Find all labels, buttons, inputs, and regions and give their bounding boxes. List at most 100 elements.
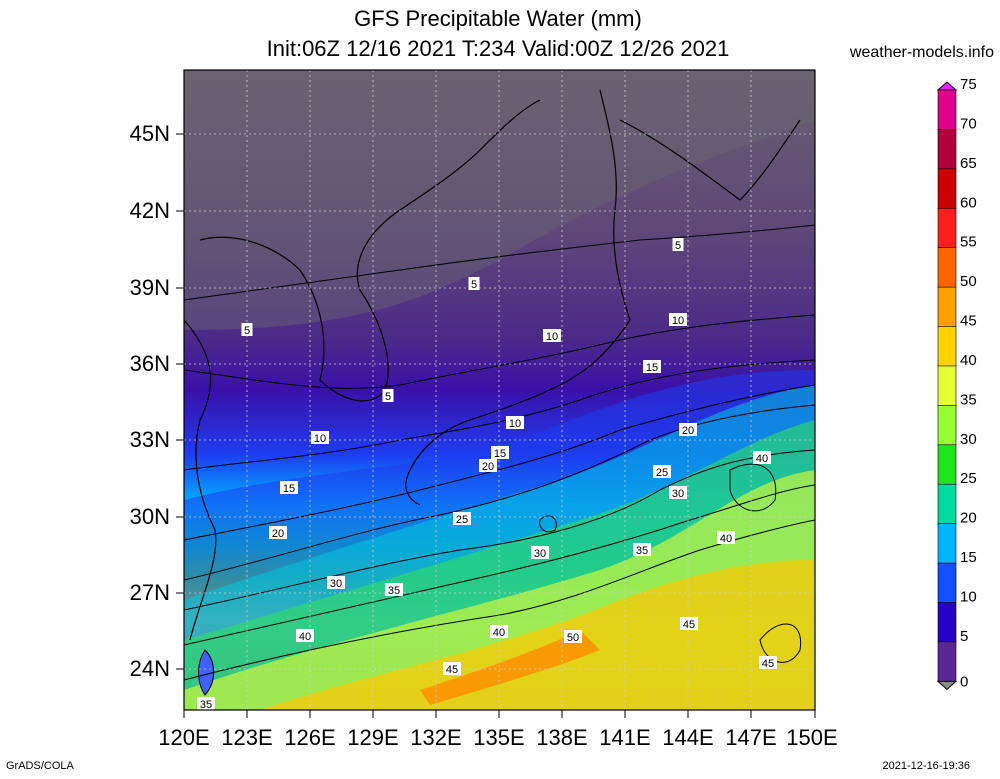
contour-label-bg <box>385 583 403 596</box>
colorbar-label: 75 <box>960 76 977 93</box>
contour-label: 40 <box>756 453 768 465</box>
lon-label: 126E <box>284 725 336 750</box>
contour-label-bg <box>543 329 561 342</box>
colorbar-swatch <box>937 168 957 210</box>
contour-label-bg <box>241 323 253 336</box>
colorbar-label: 45 <box>960 313 977 330</box>
contour-label: 20 <box>272 528 284 540</box>
contour-label: 35 <box>388 585 400 597</box>
contour-label: 10 <box>546 331 558 343</box>
contour-label: 30 <box>534 548 546 560</box>
contour-label: 45 <box>762 658 774 670</box>
contour-label: 20 <box>682 425 694 437</box>
contour-label-bg <box>759 656 777 669</box>
footer-timestamp: 2021-12-16-19:36 <box>882 760 970 772</box>
colorbar-arrow-top <box>936 81 958 91</box>
contour-label: 35 <box>636 545 648 557</box>
lat-label: 36N <box>129 351 170 376</box>
contour-label: 25 <box>656 467 668 479</box>
lon-label: 132E <box>410 725 462 750</box>
colorbar-swatch <box>937 247 957 288</box>
contour-label-bg <box>491 446 509 459</box>
lat-label: 30N <box>129 504 170 529</box>
lon-label: 135E <box>473 725 525 750</box>
contour-label: 15 <box>646 362 658 374</box>
colorbar-label: 60 <box>960 194 977 211</box>
contour-label-bg <box>680 617 698 630</box>
colorbar-swatch <box>937 286 957 328</box>
contour-label: 30 <box>672 488 684 500</box>
colorbar-swatch <box>937 405 957 446</box>
contour-label-bg <box>679 423 697 436</box>
lat-label: 45N <box>129 121 170 146</box>
colorbar-swatch <box>937 207 957 249</box>
contour-label-bg <box>633 543 651 556</box>
colorbar-label: 30 <box>960 431 977 448</box>
colorbar-swatch <box>937 89 957 131</box>
colorbar-label: 55 <box>960 234 977 251</box>
contour-label-bg <box>197 697 215 710</box>
contour-label-bg <box>269 526 287 539</box>
contour-label-bg <box>490 625 508 638</box>
lon-label: 147E <box>725 725 777 750</box>
contour-label: 35 <box>200 699 212 711</box>
contour-label: 15 <box>494 448 506 460</box>
colorbar-swatch <box>937 326 957 367</box>
contour-label: 10 <box>314 433 326 445</box>
colorbar-label: 40 <box>960 352 977 369</box>
colorbar-label: 5 <box>960 628 968 645</box>
colorbar-swatch <box>937 641 957 683</box>
colorbar-label: 70 <box>960 115 977 132</box>
lat-label: 39N <box>129 275 170 300</box>
contour-label-bg <box>453 512 471 525</box>
footer-credit: GrADS/COLA <box>6 760 74 772</box>
contour-label-bg <box>717 531 735 544</box>
contour-label: 45 <box>683 619 695 631</box>
contour-label-bg <box>479 459 497 472</box>
contour-label: 25 <box>456 514 468 526</box>
colorbar-swatch <box>937 602 957 643</box>
colorbar-label: 25 <box>960 470 977 487</box>
contour-label: 5 <box>385 391 391 403</box>
colorbar-swatch <box>937 483 957 525</box>
colorbar-swatch <box>937 129 957 170</box>
contour-label: 5 <box>675 240 681 252</box>
lat-label: 24N <box>129 656 170 681</box>
contour-label-bg <box>672 238 684 251</box>
chart-title: GFS Precipitable Water (mm) <box>354 6 642 31</box>
contour-label-bg <box>506 416 524 429</box>
colorbar-arrow-bottom <box>936 680 958 690</box>
colorbar-label: 35 <box>960 391 977 408</box>
colorbar-label: 0 <box>960 673 968 690</box>
contour-label-bg <box>382 389 394 402</box>
contour-label: 30 <box>330 578 342 590</box>
lat-label: 27N <box>129 580 170 605</box>
contour-label-bg <box>653 465 671 478</box>
colorbar-label: 10 <box>960 588 977 605</box>
contour-label-bg <box>753 451 771 464</box>
colorbar-swatch <box>937 562 957 604</box>
contour-label: 40 <box>299 631 311 643</box>
colorbar-swatch <box>937 444 957 486</box>
lat-label: 42N <box>129 198 170 223</box>
contour-label-bg <box>468 277 480 290</box>
chart-subtitle: Init:06Z 12/16 2021 T:234 Valid:00Z 12/2… <box>266 36 730 61</box>
contour-label-bg <box>643 360 661 373</box>
contour-label: 40 <box>493 627 505 639</box>
lon-label: 129E <box>347 725 399 750</box>
lon-label: 141E <box>599 725 651 750</box>
contour-label: 20 <box>482 461 494 473</box>
contour-label: 5 <box>471 279 477 291</box>
contour-label-bg <box>443 662 461 675</box>
lon-label: 144E <box>662 725 714 750</box>
colorbar-label: 15 <box>960 549 977 566</box>
contour-label-bg <box>311 431 329 444</box>
contour-label: 5 <box>244 325 250 337</box>
contour-label: 10 <box>509 418 521 430</box>
colorbar-label: 65 <box>960 155 977 172</box>
colorbar-label: 50 <box>960 273 977 290</box>
contour-label-bg <box>564 630 582 643</box>
contour-label-bg <box>327 576 345 589</box>
contour-label-bg <box>296 629 314 642</box>
